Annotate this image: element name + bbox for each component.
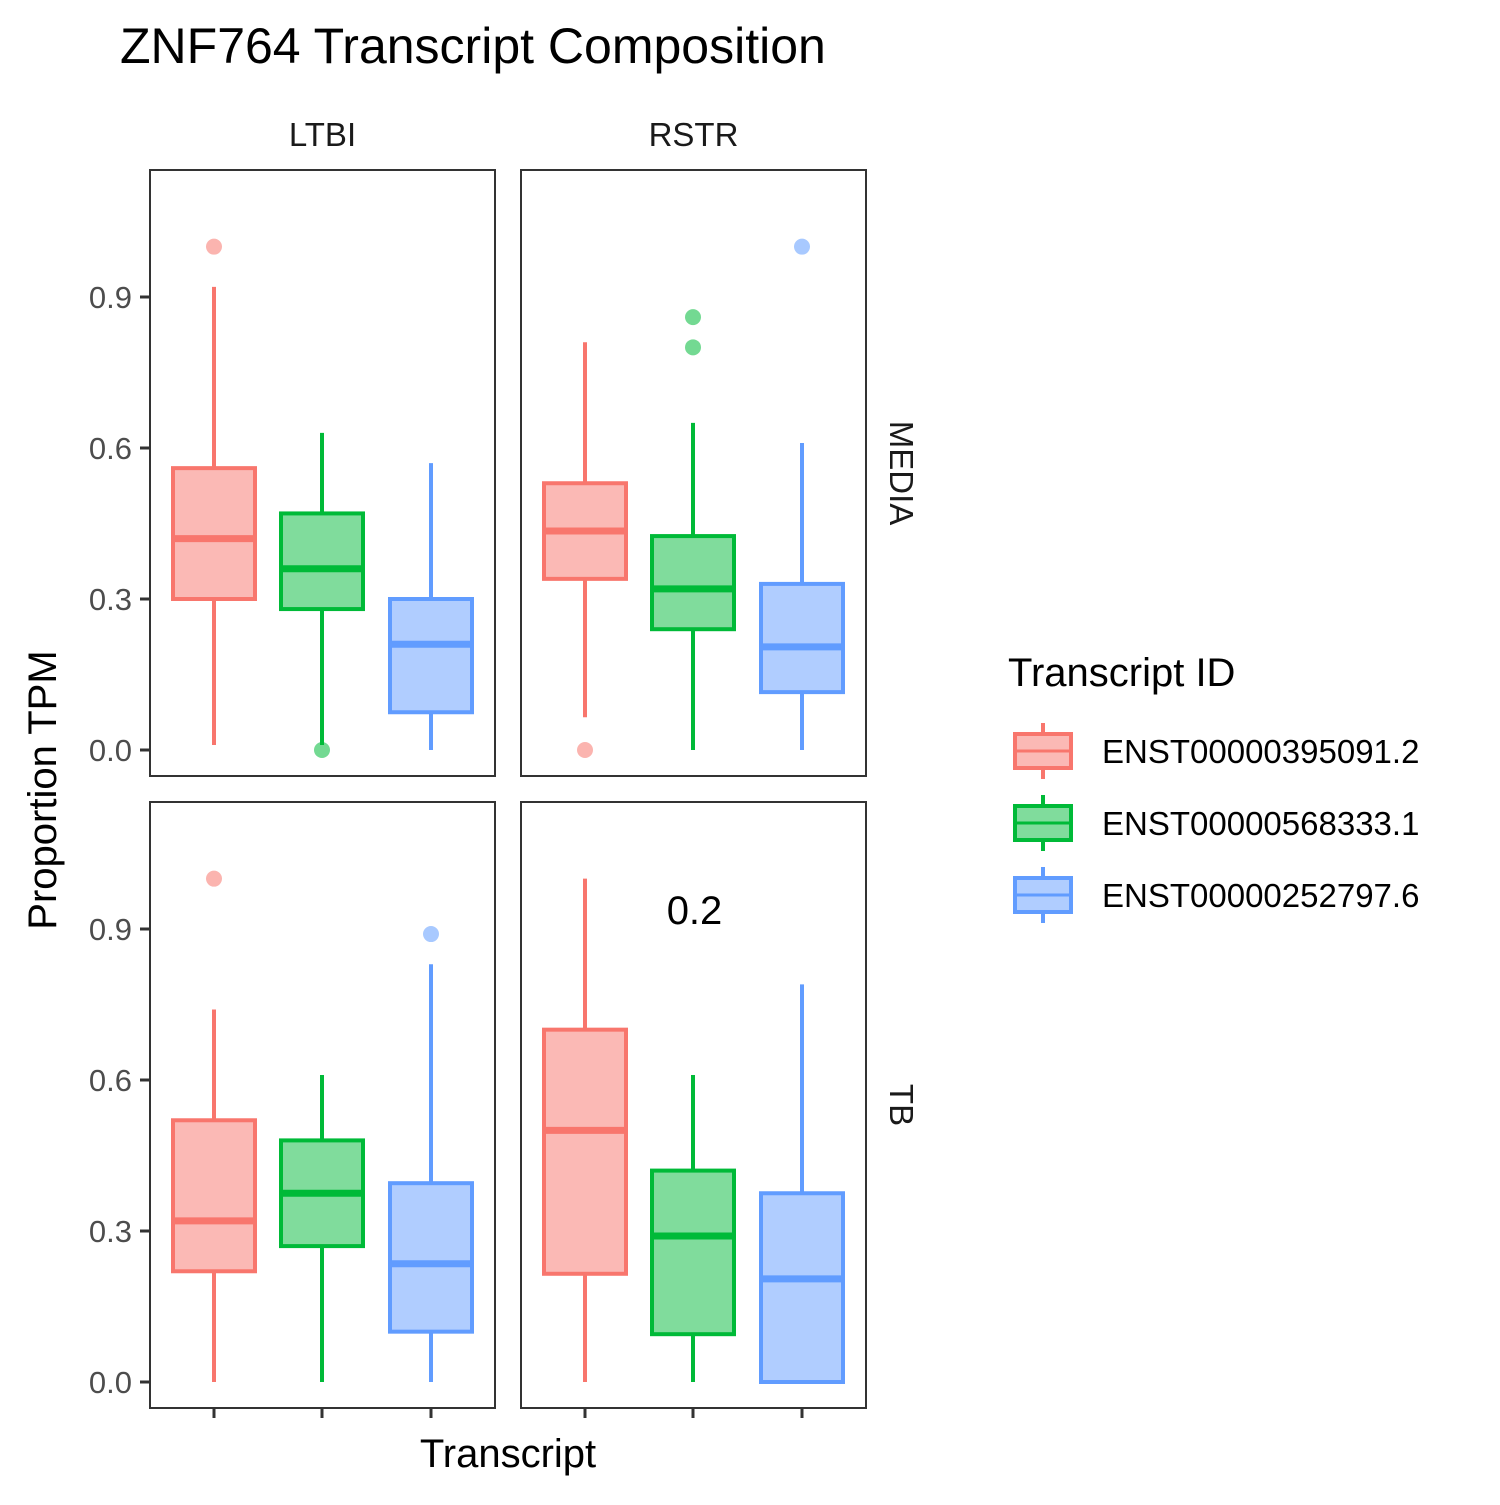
outlier-point bbox=[794, 238, 810, 255]
outlier-point bbox=[685, 309, 701, 326]
y-axis-label: Proportion TPM bbox=[21, 650, 65, 929]
box-iqr bbox=[388, 597, 474, 715]
box-iqr bbox=[171, 1118, 257, 1274]
legend: ENST00000395091.2 ENST00000568333.1 ENST00… bbox=[1013, 723, 1419, 923]
facet-panel-tb-rstr: 0.2 bbox=[520, 801, 867, 1409]
legend-item: ENST00000252797.6 bbox=[1013, 867, 1419, 923]
outlier-point bbox=[577, 742, 593, 758]
chart-title: ZNF764 Transcript Composition bbox=[120, 18, 826, 74]
panel-border bbox=[149, 169, 496, 777]
facet-panel-media-ltbi bbox=[149, 169, 496, 777]
facet-panel-tb-ltbi bbox=[149, 801, 496, 1409]
legend-label: ENST00000395091.2 bbox=[1102, 733, 1419, 770]
y-tick-label: 0.0 bbox=[89, 733, 132, 768]
facet-panel-media-rstr bbox=[520, 169, 867, 777]
y-tick-label: 0.3 bbox=[89, 582, 132, 617]
facet-row-label: TB bbox=[883, 1084, 920, 1126]
box-iqr bbox=[759, 1191, 845, 1384]
facet-col-label: LTBI bbox=[289, 116, 356, 153]
y-tick-label: 0.9 bbox=[89, 912, 132, 947]
box-iqr bbox=[388, 1181, 474, 1334]
box-iqr bbox=[650, 534, 736, 632]
legend-label: ENST00000568333.1 bbox=[1102, 805, 1419, 842]
y-tick-label: 0.6 bbox=[89, 431, 132, 466]
plot-layer: LTBI RSTR MEDIA TB 0.0 0.3 0.6 0.9 0.0 0.3 0.6 0.9 0… bbox=[89, 116, 920, 1418]
box-iqr bbox=[650, 1168, 736, 1337]
outlier-point bbox=[314, 742, 330, 758]
outlier-point bbox=[685, 339, 701, 356]
facet-col-label: RSTR bbox=[649, 116, 739, 153]
outlier-point bbox=[423, 926, 439, 943]
box-iqr bbox=[542, 1027, 628, 1276]
legend-item: ENST00000568333.1 bbox=[1013, 795, 1419, 851]
panel-annotation: 0.2 bbox=[667, 889, 723, 933]
legend-title: Transcript ID bbox=[1008, 651, 1235, 695]
outlier-point bbox=[206, 238, 222, 255]
outlier-point bbox=[206, 870, 222, 887]
y-tick-label: 0.9 bbox=[89, 280, 132, 315]
y-tick-label: 0.0 bbox=[89, 1365, 132, 1400]
y-tick-label: 0.3 bbox=[89, 1214, 132, 1249]
box-iqr bbox=[279, 511, 365, 612]
legend-item: ENST00000395091.2 bbox=[1013, 723, 1419, 779]
box-iqr bbox=[171, 466, 257, 602]
x-axis-label: Transcript bbox=[420, 1432, 596, 1476]
y-tick-label: 0.6 bbox=[89, 1063, 132, 1098]
panel-border bbox=[520, 169, 867, 777]
legend-label: ENST00000252797.6 bbox=[1102, 877, 1419, 914]
box-iqr bbox=[759, 581, 845, 695]
facet-row-label: MEDIA bbox=[883, 421, 920, 526]
